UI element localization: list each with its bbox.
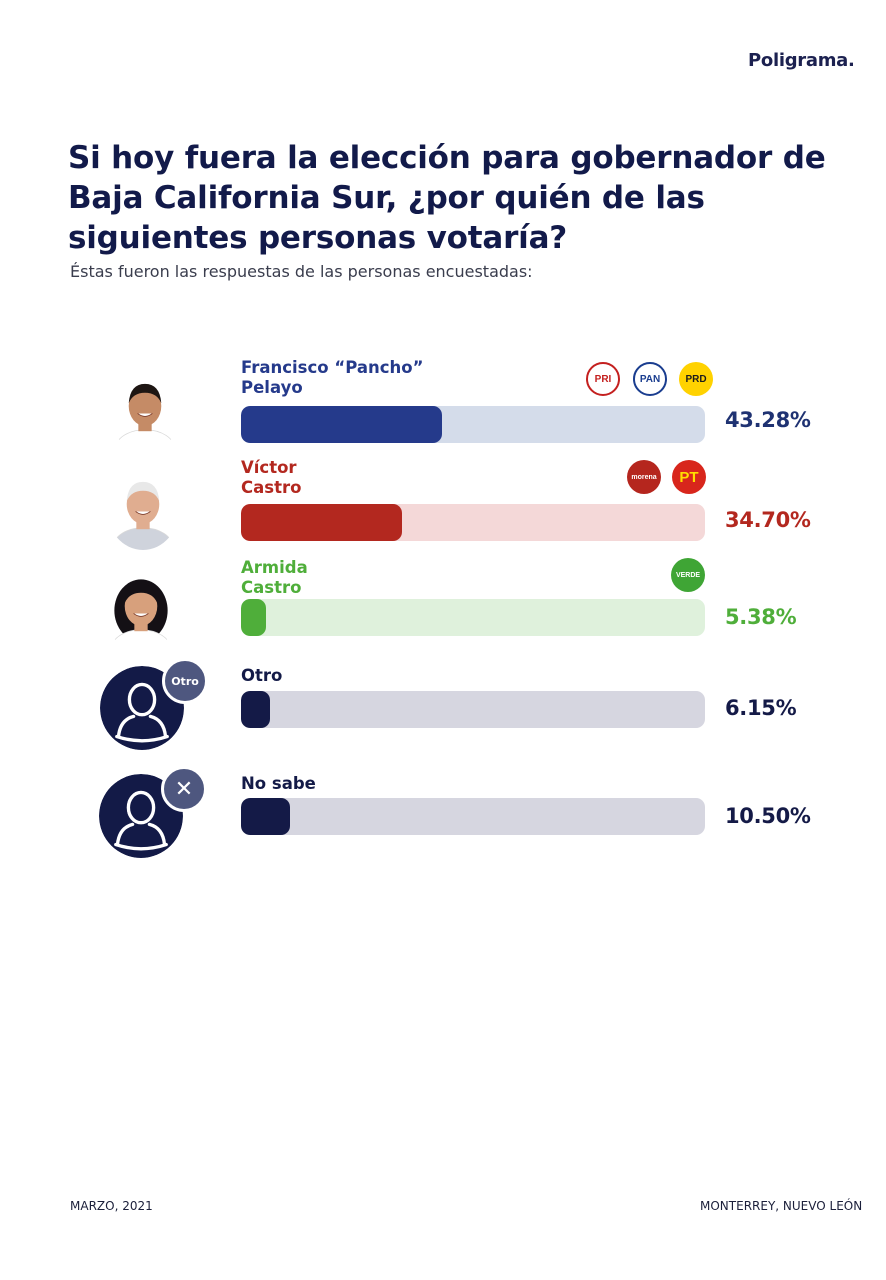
bar [241,798,290,835]
bar [241,504,402,541]
candidate-photo [106,464,180,550]
candidate-photo [108,366,182,452]
party-logo-verde: VERDE [671,558,705,592]
candidate-photo [104,566,178,652]
category-label: Víctor Castro [241,458,302,497]
bar-track [241,504,705,541]
bar [241,406,442,443]
brand-dot: . [848,50,855,71]
brand-logo: Poligrama. [748,50,855,71]
footer-location: MONTERREY, NUEVO LEÓN [700,1199,863,1213]
data-label: 43.28% [725,408,811,432]
bar [241,599,266,636]
bar-track [241,798,705,835]
brand-name: Poligrama [748,50,849,71]
page-subtitle: Éstas fueron las respuestas de las perso… [70,262,533,281]
party-logo-pt: PT [672,460,706,494]
data-label: 10.50% [725,804,811,828]
bar-track [241,406,705,443]
party-logo-morena: morena [627,460,661,494]
data-label: 5.38% [725,605,797,629]
category-label: No sabe [241,774,316,793]
unknown-badge: ✕ [161,766,207,812]
bar [241,691,270,728]
party-logo-pan: PAN [633,362,667,396]
category-label: Francisco “Pancho” Pelayo [241,358,424,397]
data-label: 6.15% [725,696,797,720]
party-logo-prd: PRD [679,362,713,396]
category-label: Armida Castro [241,558,308,597]
party-logo-pri: PRI [586,362,620,396]
bar-track [241,691,705,728]
page-title: Si hoy fuera la elección para gobernador… [68,140,826,256]
data-label: 34.70% [725,508,811,532]
category-label: Otro [241,666,283,685]
other-badge: Otro [162,658,208,704]
footer-date: MARZO, 2021 [70,1199,153,1213]
bar-track [241,599,705,636]
